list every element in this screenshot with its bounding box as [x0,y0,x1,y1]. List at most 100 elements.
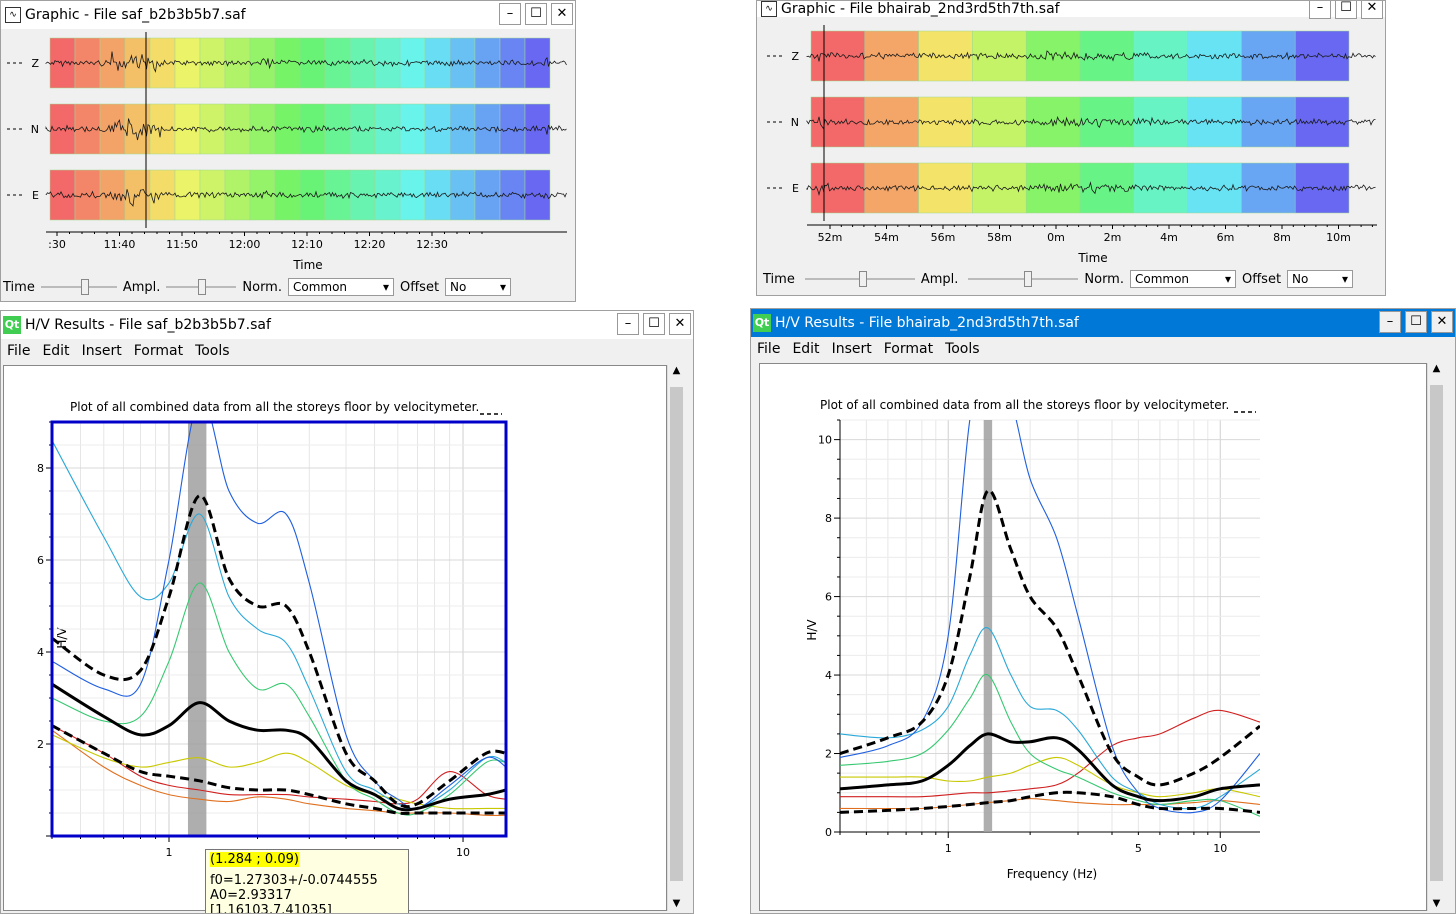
hv-plot-area[interactable]: Plot of all combined data from all the s… [3,365,667,911]
time-tick-label: :30 [48,238,66,251]
time-tick-label: 12:30 [416,238,448,251]
menu-format[interactable]: Format [883,341,934,357]
menu-tools[interactable]: Tools [945,341,980,357]
time-window[interactable] [174,169,201,221]
time-window[interactable] [449,169,476,221]
norm-select[interactable]: Common ▾ [1129,270,1236,288]
display-controls: Time Ampl. Norm. Common ▾ Offset No ▾ [757,267,1385,291]
time-window[interactable] [1079,162,1135,214]
ampl-slider[interactable] [968,271,1079,287]
menu-file[interactable]: File [757,341,781,357]
time-window[interactable] [918,162,973,214]
time-window[interactable] [224,37,251,89]
f0-peak-band[interactable] [187,422,207,836]
menu-insert[interactable]: Insert [831,341,872,357]
time-slider[interactable] [804,271,915,287]
close-button[interactable]: ✕ [551,3,573,25]
maximize-button[interactable]: ☐ [1405,311,1427,333]
time-window[interactable] [474,169,501,221]
seismogram-panel[interactable]: Z N E 52m 54m 56m 58m 0m 2m 4m 6m 8m 10m Time [757,19,1385,269]
titlebar[interactable]: ∿ Graphic - File saf_b2b3b5b7.saf – ☐ ✕ [1,1,575,29]
window-curve [52,582,506,816]
time-window[interactable] [99,37,126,89]
time-window[interactable] [864,96,919,148]
time-tick-label: 8m [1273,231,1291,244]
window-title: H/V Results - File bhairab_2nd3rd5th7th.… [775,315,1079,331]
time-window[interactable] [1079,96,1135,148]
time-window[interactable] [274,169,301,221]
time-window[interactable] [399,169,426,221]
minimize-button[interactable]: – [1379,311,1401,333]
norm-select[interactable]: Common ▾ [287,278,394,296]
ampl-slider[interactable] [166,279,237,295]
titlebar[interactable]: Qt H/V Results - File bhairab_2nd3rd5th7… [751,309,1455,337]
time-tick-label: 0m [1047,231,1065,244]
time-window[interactable] [1241,30,1296,82]
hv-chart[interactable]: Plot of all combined data from all the s… [4,366,666,910]
menu-edit[interactable]: Edit [42,343,70,359]
mean-curve [840,732,1260,803]
offset-select[interactable]: No ▾ [1287,270,1354,288]
menu-tools[interactable]: Tools [195,343,230,359]
time-window[interactable] [49,169,76,221]
scroll-up-arrow-icon[interactable]: ▲ [1432,363,1441,374]
time-window[interactable] [349,103,376,155]
hv-chart[interactable]: Plot of all combined data from all the s… [760,364,1426,910]
time-window[interactable] [174,37,201,89]
time-window[interactable] [174,103,201,155]
scroll-thumb[interactable] [670,387,683,881]
norm-label: Norm. [1084,271,1124,287]
minimize-button[interactable]: – [499,3,521,25]
mean-curve [52,682,506,812]
maximize-button[interactable]: ☐ [643,313,665,335]
close-button[interactable]: ✕ [1431,311,1453,333]
selection-frame[interactable] [50,420,508,838]
offset-select[interactable]: No ▾ [445,278,512,296]
titlebar[interactable]: ∿ Graphic - File bhairab_2nd3rd5th7th.sa… [757,1,1385,19]
time-window[interactable] [74,37,101,89]
time-window[interactable] [499,169,526,221]
menu-edit[interactable]: Edit [792,341,820,357]
menu-format[interactable]: Format [133,343,184,359]
waveform-trace [45,189,567,207]
time-window[interactable] [399,103,426,155]
graphic-window-right: ∿ Graphic - File bhairab_2nd3rd5th7th.sa… [756,0,1386,296]
menu-file[interactable]: File [7,343,31,359]
vertical-scrollbar[interactable]: ▲ ▼ [667,365,685,911]
scroll-thumb[interactable] [1430,385,1443,881]
minimize-button[interactable]: – [1309,1,1331,19]
time-window[interactable] [499,103,526,155]
time-slider[interactable] [40,279,117,295]
offset-label: Offset [399,279,440,295]
time-window[interactable] [349,37,376,89]
seismogram-panel[interactable]: Z N E:30 11:40 11:50 12:00 12:10 12:20 12:30 Tim… [1,29,575,275]
time-window[interactable] [299,103,326,155]
component-label: Z [791,50,799,63]
hv-plot-area[interactable]: Plot of all combined data from all the s… [759,363,1427,911]
time-window[interactable] [374,37,401,89]
menu-insert[interactable]: Insert [81,343,122,359]
time-window[interactable] [149,37,176,89]
time-tick-label: 11:40 [104,238,136,251]
titlebar[interactable]: Qt H/V Results - File saf_b2b3b5b7.saf –… [1,311,693,339]
time-window[interactable] [810,162,866,214]
time-window[interactable] [99,169,126,221]
close-button[interactable]: ✕ [669,313,691,335]
time-window[interactable] [1079,30,1135,82]
scroll-down-arrow-icon[interactable]: ▼ [672,898,681,909]
maximize-button[interactable]: ☐ [1335,1,1357,19]
time-window[interactable] [324,169,351,221]
time-tick-label: 4m [1160,231,1178,244]
time-window[interactable] [1241,162,1296,214]
close-button[interactable]: ✕ [1361,1,1383,19]
time-tick-label: 52m [818,231,843,244]
time-window[interactable] [374,169,401,221]
time-window[interactable] [474,103,501,155]
scroll-up-arrow-icon[interactable]: ▲ [672,365,681,376]
f0-peak-band[interactable] [983,420,993,832]
scroll-down-arrow-icon[interactable]: ▼ [1432,898,1441,909]
maximize-button[interactable]: ☐ [525,3,547,25]
window-title: Graphic - File saf_b2b3b5b7.saf [25,7,246,23]
vertical-scrollbar[interactable]: ▲ ▼ [1427,363,1445,911]
minimize-button[interactable]: – [617,313,639,335]
